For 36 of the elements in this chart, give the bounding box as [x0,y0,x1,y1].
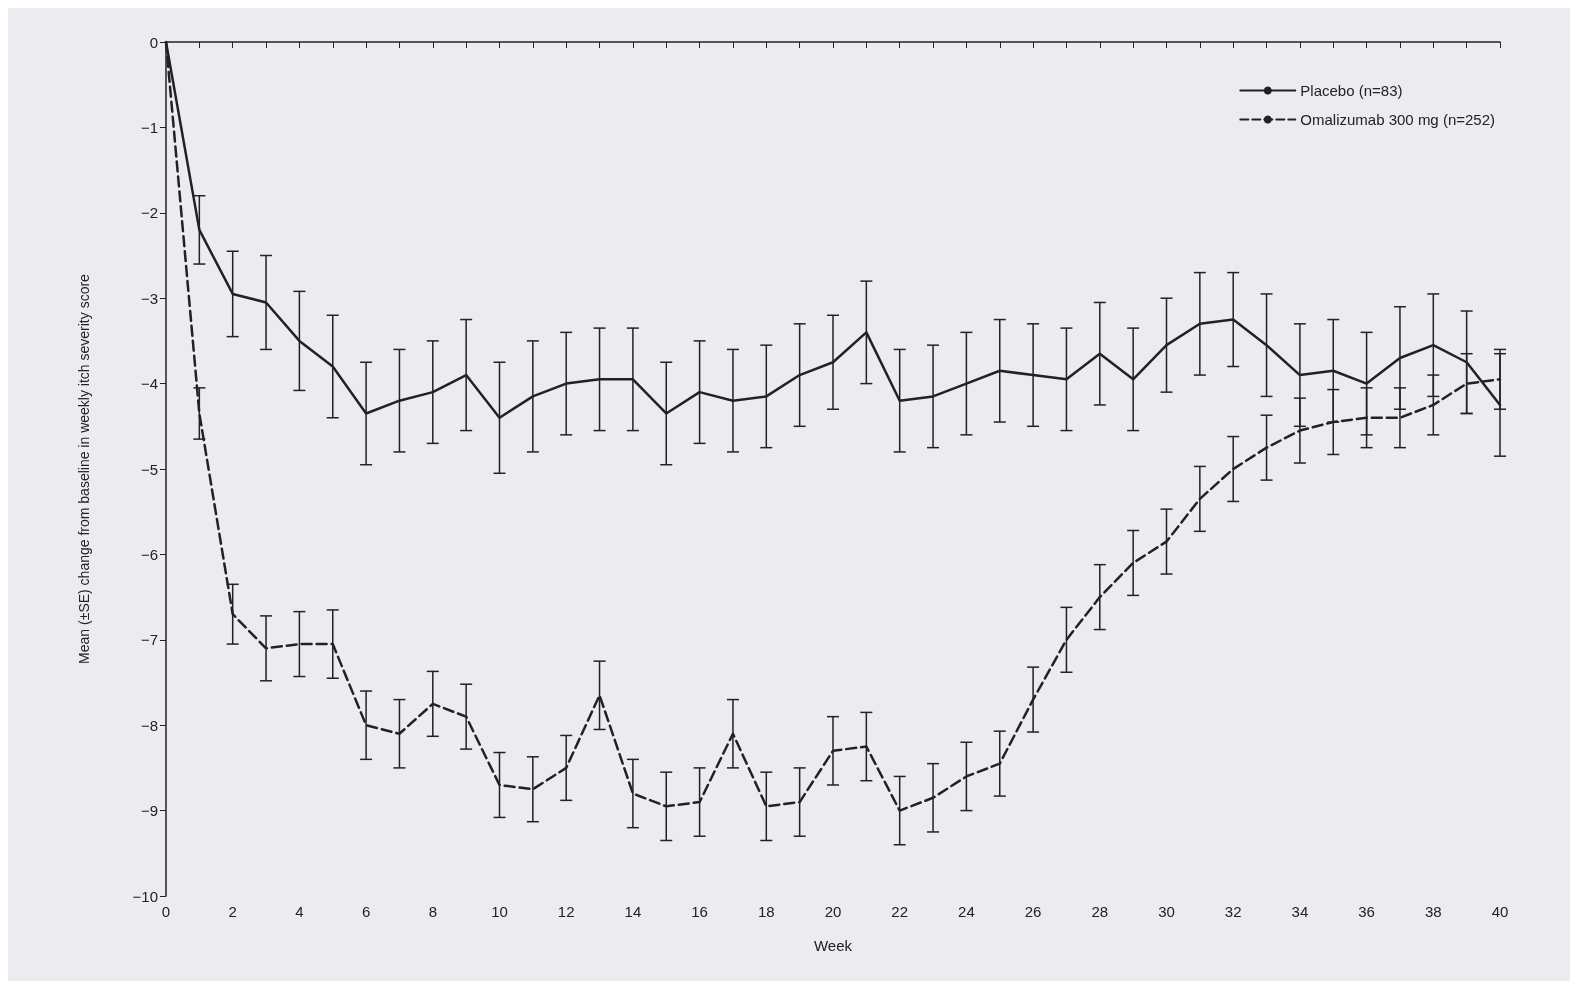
y-tick-label: −3 [140,289,158,307]
y-axis-title: Mean (±SE) change from baseline in weekly itch severity score [76,273,92,664]
x-tick-label: 14 [624,903,642,920]
x-tick-label: 10 [491,903,508,920]
y-tick-label: −8 [140,716,158,734]
x-tick-label: 8 [428,903,437,920]
x-tick-label: 26 [1024,903,1042,920]
y-tick-label: −10 [132,887,158,905]
x-tick-label: 18 [757,903,775,920]
x-tick-label: 40 [1491,903,1509,920]
x-tick-label: 12 [557,903,575,920]
x-tick-label: 36 [1358,903,1375,920]
legend-label: Omalizumab 300 mg (n=252) [1300,111,1496,128]
y-tick-label: −1 [140,118,158,136]
x-tick-label: 4 [295,903,304,920]
legend-label: Placebo (n=83) [1300,82,1403,99]
y-tick-label: −9 [140,802,158,820]
x-tick-label: 2 [228,903,237,920]
x-tick-label: 22 [891,903,909,920]
y-tick-label: −6 [140,545,158,563]
x-tick-label: 32 [1224,903,1242,920]
x-tick-label: 6 [361,903,371,920]
x-axis-title: Week [813,937,853,954]
y-tick-label: 0 [149,33,158,51]
x-tick-label: 24 [958,903,975,920]
x-tick-label: 20 [824,903,842,920]
x-tick-label: 16 [691,903,708,920]
y-tick-label: −2 [140,204,158,222]
y-tick-label: −7 [140,631,158,649]
y-tick-label: −4 [140,375,158,393]
x-tick-label: 30 [1158,903,1175,920]
x-tick-label: 0 [161,903,171,920]
y-tick-label: −5 [140,460,158,478]
x-tick-label: 34 [1291,903,1309,920]
x-tick-label: 28 [1091,903,1109,920]
x-tick-label: 38 [1424,903,1442,920]
